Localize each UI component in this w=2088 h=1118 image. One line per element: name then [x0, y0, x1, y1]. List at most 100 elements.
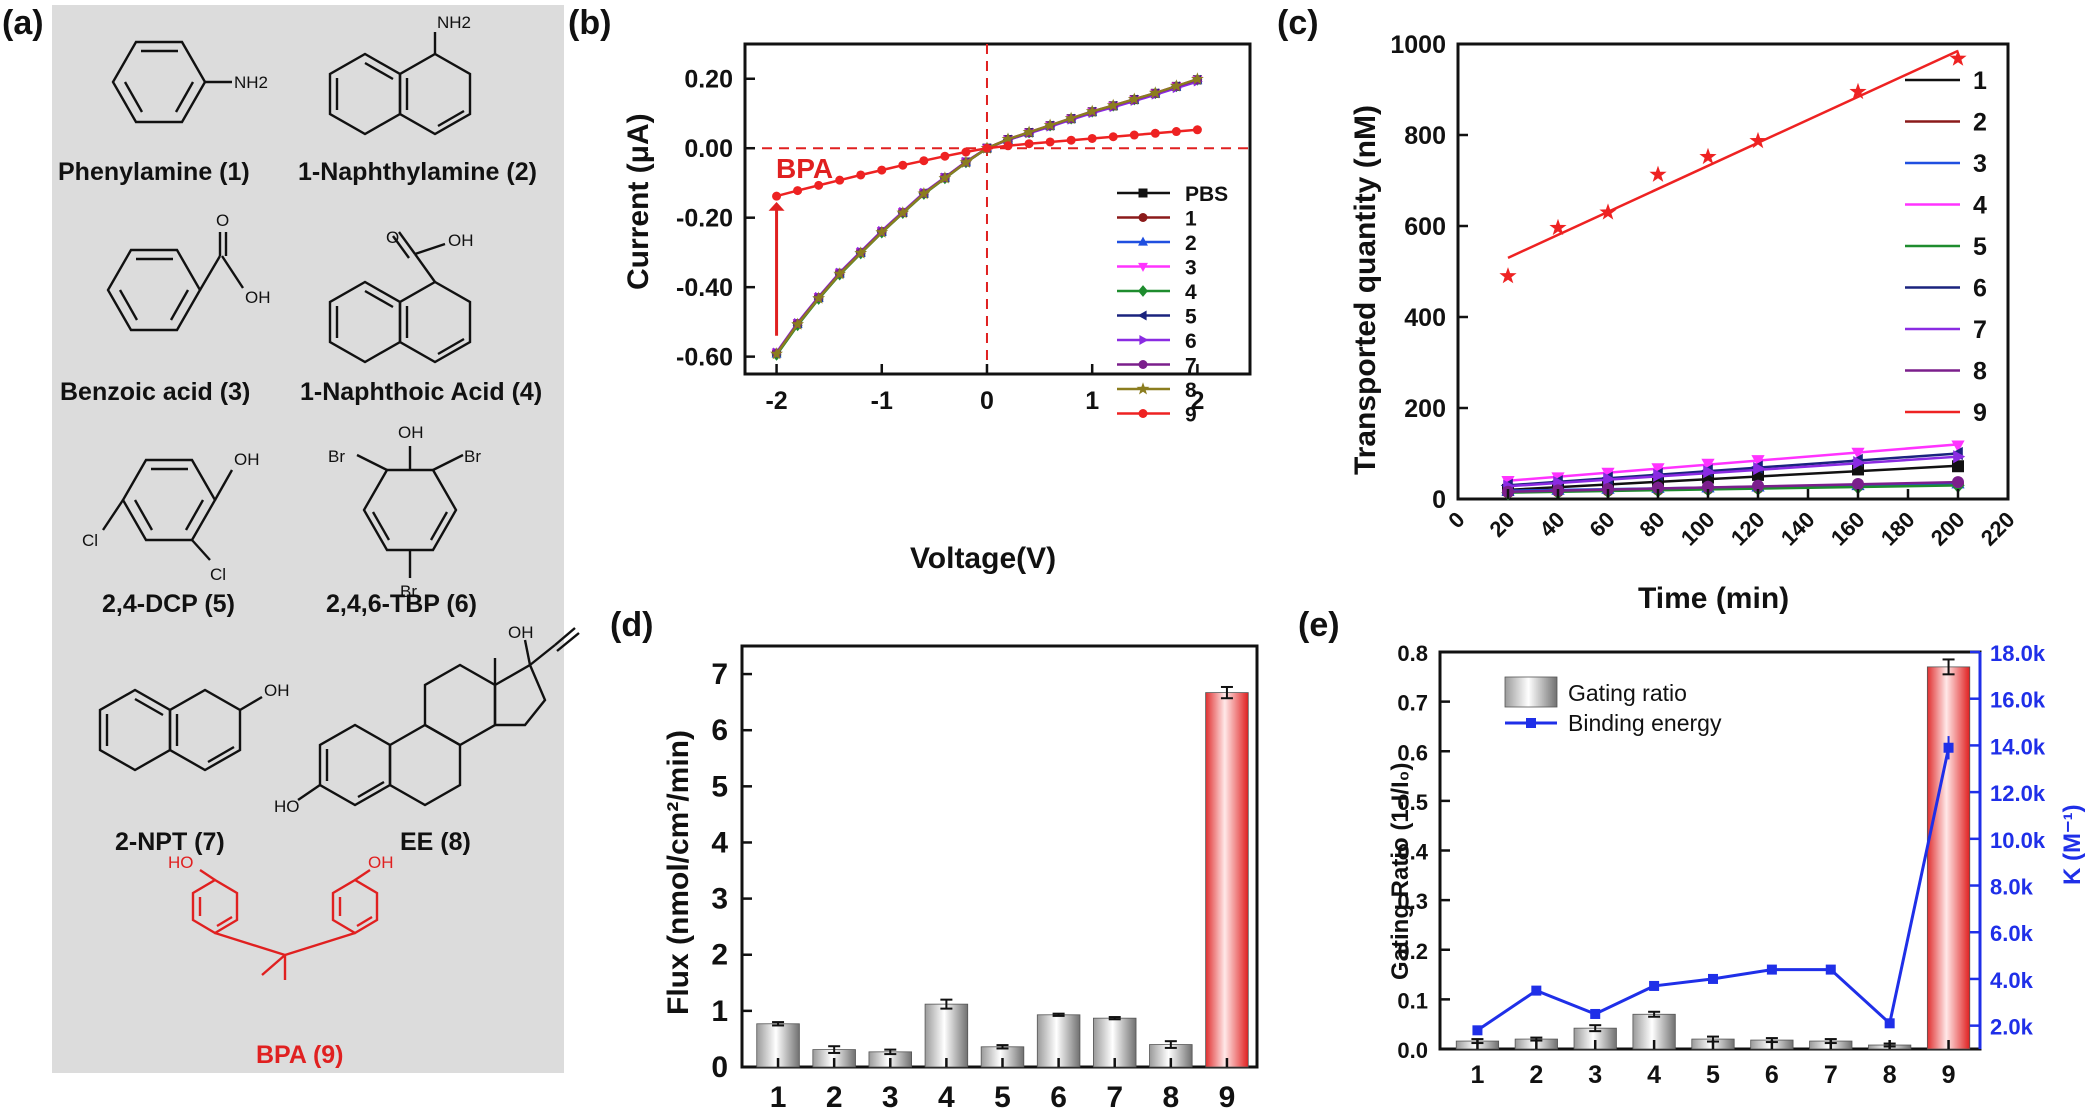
data-point-4	[1751, 455, 1765, 468]
panel-a: (a) NH2 Phenylamine (1) NH2 1-Naphthylam…	[2, 4, 580, 1073]
y-tick-label: 0.1	[1397, 988, 1428, 1013]
legend-label: 4	[1185, 281, 1197, 304]
data-point-9	[919, 156, 929, 166]
fit-line-5	[1507, 484, 1959, 494]
y-right-tick-label: 6.0k	[1990, 921, 2034, 946]
fit-line-6	[1507, 452, 1959, 487]
legend-label: 7	[1973, 316, 1987, 344]
y-tick-label: -0.40	[676, 274, 733, 302]
legend-label: 9	[1185, 404, 1197, 427]
x-tick-label: 2	[826, 1081, 843, 1114]
legend-marker-1	[1138, 213, 1148, 222]
plot-frame	[740, 644, 1259, 1069]
fit-line-1	[1507, 464, 1959, 492]
x-tick-label: 4	[938, 1081, 955, 1114]
data-point-8	[1085, 104, 1099, 117]
data-point-8	[791, 317, 804, 330]
data-point-8	[1022, 125, 1036, 138]
legend-label: 5	[1973, 233, 1987, 261]
panel-b-iv-curves: (b) -2 -1 0 1 20.200.00-0.20-0.40-0.60 PBS12…	[568, 4, 1252, 575]
bar-4	[924, 1003, 969, 1068]
y-tick-label: 0.2	[1397, 939, 1428, 964]
data-point-9	[1087, 133, 1097, 143]
plot-frame	[743, 42, 1252, 376]
data-point-8	[1127, 92, 1141, 105]
x-tick-label: 4	[1647, 1061, 1661, 1089]
legend-marker-3	[1138, 262, 1148, 272]
group-br: Br	[464, 447, 481, 466]
y-tick-label: 0.00	[684, 135, 733, 163]
data-point-8	[875, 225, 889, 238]
data-point-9	[940, 151, 950, 161]
y-tick-label: 200	[1404, 395, 1446, 423]
x-tick-label: 160	[1826, 507, 1870, 551]
y-right-tick-label: 4.0k	[1990, 968, 2034, 993]
data-point-9	[1499, 267, 1517, 284]
group-br: Br	[328, 447, 345, 466]
data-point-8	[1001, 132, 1015, 145]
data-point-8	[1191, 72, 1204, 85]
panel-label-b: (b)	[568, 4, 611, 42]
y-tick-label: 0.3	[1397, 889, 1428, 914]
data-point-9	[856, 170, 866, 180]
x-tick-label: 9	[1942, 1061, 1956, 1089]
legend-label: 6	[1185, 330, 1197, 353]
data-point-9	[1599, 203, 1617, 220]
x-tick-label: 8	[1883, 1061, 1897, 1089]
y-tick-label: 1000	[1390, 31, 1446, 59]
panel-c-transport: (c) 0 20 40 60 80 100 120 140 160 180 200 220020040…	[1277, 4, 2020, 615]
group-nh2: NH2	[234, 73, 268, 92]
fit-line-8	[1507, 480, 1959, 493]
x-tick-label: 60	[1585, 507, 1620, 542]
y-tick-label: -0.20	[676, 205, 733, 233]
y-tick-label: 5	[711, 770, 728, 803]
data-point-9	[961, 147, 971, 157]
data-point-4	[1651, 463, 1665, 476]
structure-benzoic-acid	[106, 232, 245, 332]
plot-frame	[1456, 42, 2010, 501]
y-axis-title: Flux (nmol/cm²/min)	[662, 730, 695, 1015]
data-point-9	[1066, 135, 1076, 145]
data-point-8	[1602, 482, 1614, 495]
data-point-8	[833, 267, 847, 280]
x-tick-label: 3	[882, 1081, 899, 1114]
panel-d-flux: (d) 1 2 3 4 5 6 7 8 9 0 1 2 3 4 5 6 7 Flux (nmol/cm²/min…	[610, 606, 1259, 1114]
legend-bar-swatch	[1504, 676, 1558, 708]
y-right-tick-label: 2.0k	[1990, 1015, 2034, 1040]
x-tick-label: 100	[1676, 507, 1720, 551]
compound-label: 1-Naphthylamine (2)	[298, 158, 537, 186]
group-cl: Cl	[210, 565, 226, 584]
x-tick-label: 2	[1529, 1061, 1543, 1089]
x-tick-label: 2	[1190, 387, 1204, 415]
legend-label: Binding energy	[1568, 710, 1722, 736]
data-point-9	[835, 175, 845, 185]
x-tick-label: 7	[1824, 1061, 1838, 1089]
x-tick-label: 6	[1765, 1061, 1779, 1089]
group-cl: Cl	[82, 531, 98, 550]
data-point-9	[1549, 218, 1567, 236]
data-point-9	[1045, 137, 1055, 147]
structure-tbp	[356, 446, 464, 578]
x-tick-label: -1	[871, 387, 893, 415]
y-right-tick-label: 18.0k	[1990, 641, 2046, 666]
data-point-9	[793, 186, 803, 196]
group-oh: OH	[508, 623, 534, 642]
fit-line-7	[1507, 455, 1959, 488]
data-point-9	[1192, 125, 1202, 135]
legend-label: 2	[1973, 109, 1987, 137]
legend-label: 5	[1185, 306, 1197, 329]
y-tick-label: -0.60	[676, 344, 733, 372]
panel-label-e: (e)	[1298, 606, 1340, 644]
x-tick-label: 120	[1726, 507, 1770, 551]
data-point-4	[1951, 440, 1965, 453]
x-tick-label: -2	[765, 387, 787, 415]
y-right-tick-label: 12.0k	[1990, 781, 2046, 806]
data-point-8	[917, 187, 931, 200]
x-tick-label: 20	[1485, 507, 1520, 542]
data-point-8	[1852, 477, 1864, 490]
data-point-9	[877, 165, 887, 175]
data-point-9	[814, 180, 824, 190]
data-point-8	[938, 171, 952, 184]
data-point-9	[1108, 132, 1118, 142]
structure-dcp	[102, 458, 234, 561]
